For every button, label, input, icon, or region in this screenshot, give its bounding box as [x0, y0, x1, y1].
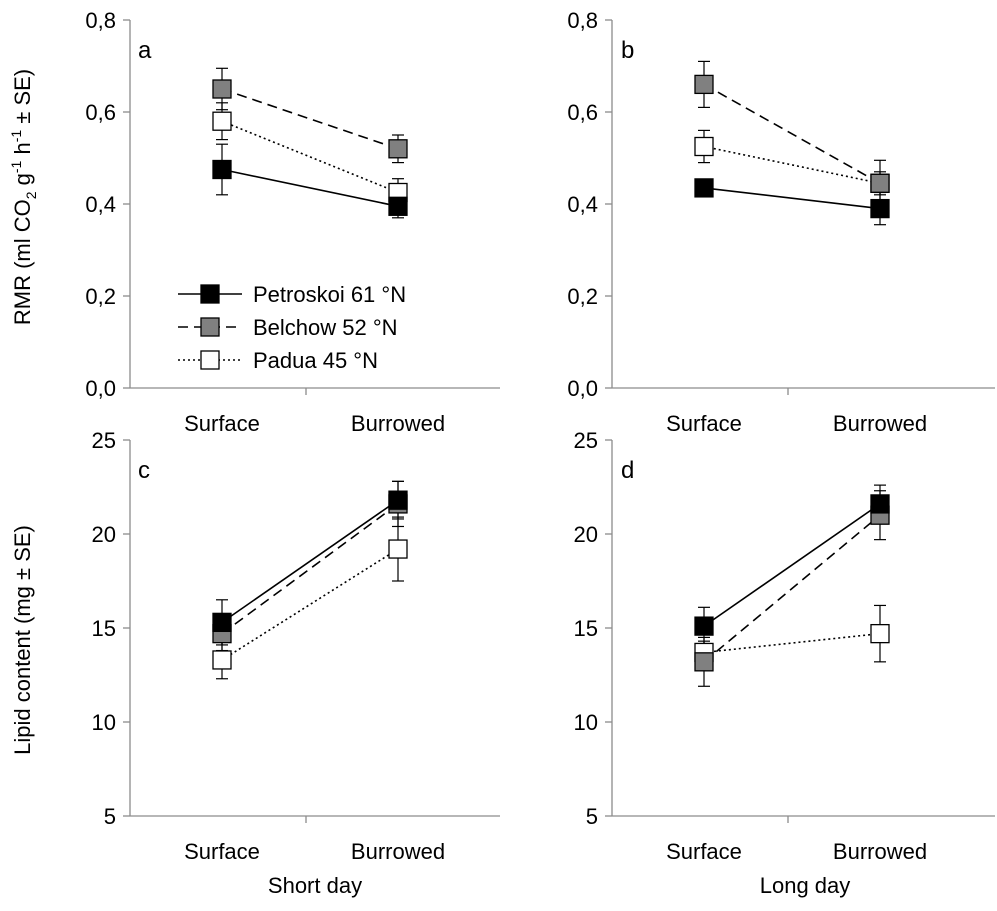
panel-letter: b [621, 37, 634, 64]
series-line-padua [703, 632, 881, 654]
panel-letter: a [138, 37, 152, 64]
panel-d: 5 10 15 20 25 Surface Burrowed d [574, 428, 995, 864]
data-point-petroskoi [694, 616, 714, 636]
data-point-padua [212, 650, 232, 670]
y-tick-label: 0,8 [85, 8, 116, 33]
data-point-padua [694, 136, 714, 157]
y-axis-title-rmr: RMR (ml CO2 g-1 h-1 ± SE) [8, 69, 39, 325]
y-tick-label: 10 [574, 710, 598, 735]
y-axis-title-rmr-part: g [10, 173, 35, 191]
data-point-belchow [388, 139, 408, 159]
series-line-padua [703, 145, 881, 185]
panel-c: 5 10 15 20 25 Surface Burrowed c [92, 428, 500, 864]
y-tick-label: 20 [574, 522, 598, 547]
y-tick-label: 25 [574, 428, 598, 453]
series-line-petroskoi [221, 499, 399, 624]
series-line-petroskoi [703, 187, 881, 210]
legend-marker-belchow [200, 317, 220, 337]
y-axis-title-rmr-part: RMR (ml CO [10, 199, 35, 325]
legend: Petroskoi 61 °N Belchow 52 °N Padua 45 °N [178, 282, 406, 373]
x-tick-label: Burrowed [351, 411, 445, 436]
legend-label: Padua 45 °N [253, 348, 378, 373]
data-point-belchow [870, 173, 890, 193]
y-axis-title-rmr-part: 2 [23, 191, 39, 199]
data-point-padua [870, 623, 890, 644]
data-point-petroskoi [870, 198, 890, 219]
y-tick-label: 5 [104, 804, 116, 829]
y-tick-label: 0,0 [85, 376, 116, 401]
legend-marker-petroskoi [200, 284, 220, 304]
data-point-petroskoi [870, 494, 890, 514]
data-point-petroskoi [388, 490, 408, 510]
panel-a: 0,0 0,2 0,4 0,6 0,8 Surface Burrowed a [85, 8, 500, 436]
y-tick-label: 20 [92, 522, 116, 547]
x-group-label-short-day: Short day [268, 873, 362, 898]
legend-label: Belchow 52 °N [253, 315, 398, 340]
y-tick-label: 25 [92, 428, 116, 453]
y-axis-title-rmr-part: h [10, 142, 35, 160]
y-axis-title-rmr-part: -1 [8, 130, 24, 143]
data-point-padua [212, 111, 232, 131]
y-tick-label: 0,6 [85, 100, 116, 125]
y-tick-label: 0,4 [85, 192, 116, 217]
x-tick-label: Surface [184, 839, 260, 864]
y-tick-label: 0,0 [567, 376, 598, 401]
panel-letter: c [138, 457, 150, 484]
y-axis-title-lipid: Lipid content (mg ± SE) [10, 525, 35, 755]
series-line-belchow [703, 83, 881, 184]
legend-label: Petroskoi 61 °N [253, 282, 406, 307]
y-tick-label: 0,2 [85, 284, 116, 309]
x-tick-label: Surface [666, 411, 742, 436]
y-tick-label: 0,6 [567, 100, 598, 125]
data-point-belchow [694, 74, 714, 95]
y-axis-title-rmr-part: -1 [8, 160, 24, 173]
y-tick-label: 0,2 [567, 284, 598, 309]
series-line-belchow [703, 514, 881, 663]
y-tick-label: 0,4 [567, 192, 598, 217]
x-tick-label: Burrowed [833, 839, 927, 864]
y-tick-label: 15 [574, 616, 598, 641]
series-line-belchow [221, 88, 399, 150]
panel-b: 0,0 0,2 0,4 0,6 0,8 Surface Burrowed b [567, 8, 995, 436]
data-point-petroskoi [388, 196, 408, 216]
panels: 0,0 0,2 0,4 0,6 0,8 Surface Burrowed a 0,0 0,2 0,4… [85, 8, 995, 864]
data-point-petroskoi [212, 612, 232, 633]
y-tick-label: 10 [92, 710, 116, 735]
data-point-petroskoi [694, 178, 714, 198]
data-point-padua [388, 539, 408, 559]
x-tick-label: Surface [666, 839, 742, 864]
series-line-petroskoi [703, 503, 881, 627]
series-line-petroskoi [221, 168, 399, 208]
x-tick-label: Burrowed [351, 839, 445, 864]
legend-marker-padua [200, 350, 220, 370]
series-line-padua [221, 120, 399, 194]
y-tick-label: 0,8 [567, 8, 598, 33]
data-point-belchow [212, 79, 232, 99]
x-tick-label: Surface [184, 411, 260, 436]
data-point-belchow [694, 652, 714, 672]
y-axis-title-rmr-part: ± SE) [10, 69, 35, 130]
panel-letter: d [621, 457, 634, 484]
y-tick-label: 15 [92, 616, 116, 641]
series-line-belchow [221, 503, 399, 635]
data-point-petroskoi [212, 159, 232, 180]
x-group-label-long-day: Long day [760, 873, 851, 898]
y-tick-label: 5 [586, 804, 598, 829]
x-tick-label: Burrowed [833, 411, 927, 436]
